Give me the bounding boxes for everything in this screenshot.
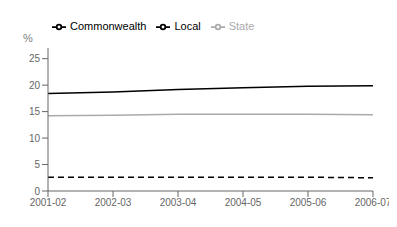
svg-text:5: 5: [34, 159, 40, 170]
svg-text:0: 0: [34, 186, 40, 197]
svg-text:2004-05: 2004-05: [225, 197, 262, 208]
svg-text:15: 15: [29, 106, 41, 117]
svg-text:2001-02: 2001-02: [30, 197, 67, 208]
html-text:State: State: [228, 20, 255, 32]
html-text:Commonwealth: Commonwealth: [70, 20, 147, 32]
svg-text:2002-03: 2002-03: [95, 197, 132, 208]
svg-text:10: 10: [29, 133, 41, 144]
html-text:Local: Local: [174, 20, 201, 32]
svg-text:2005-06: 2005-06: [290, 197, 327, 208]
svg-text:2003-04: 2003-04: [160, 197, 197, 208]
svg-text:%: %: [23, 32, 33, 44]
svg-text:25: 25: [29, 53, 41, 64]
svg-text:2006-07: 2006-07: [355, 197, 389, 208]
svg-text:20: 20: [29, 80, 41, 91]
